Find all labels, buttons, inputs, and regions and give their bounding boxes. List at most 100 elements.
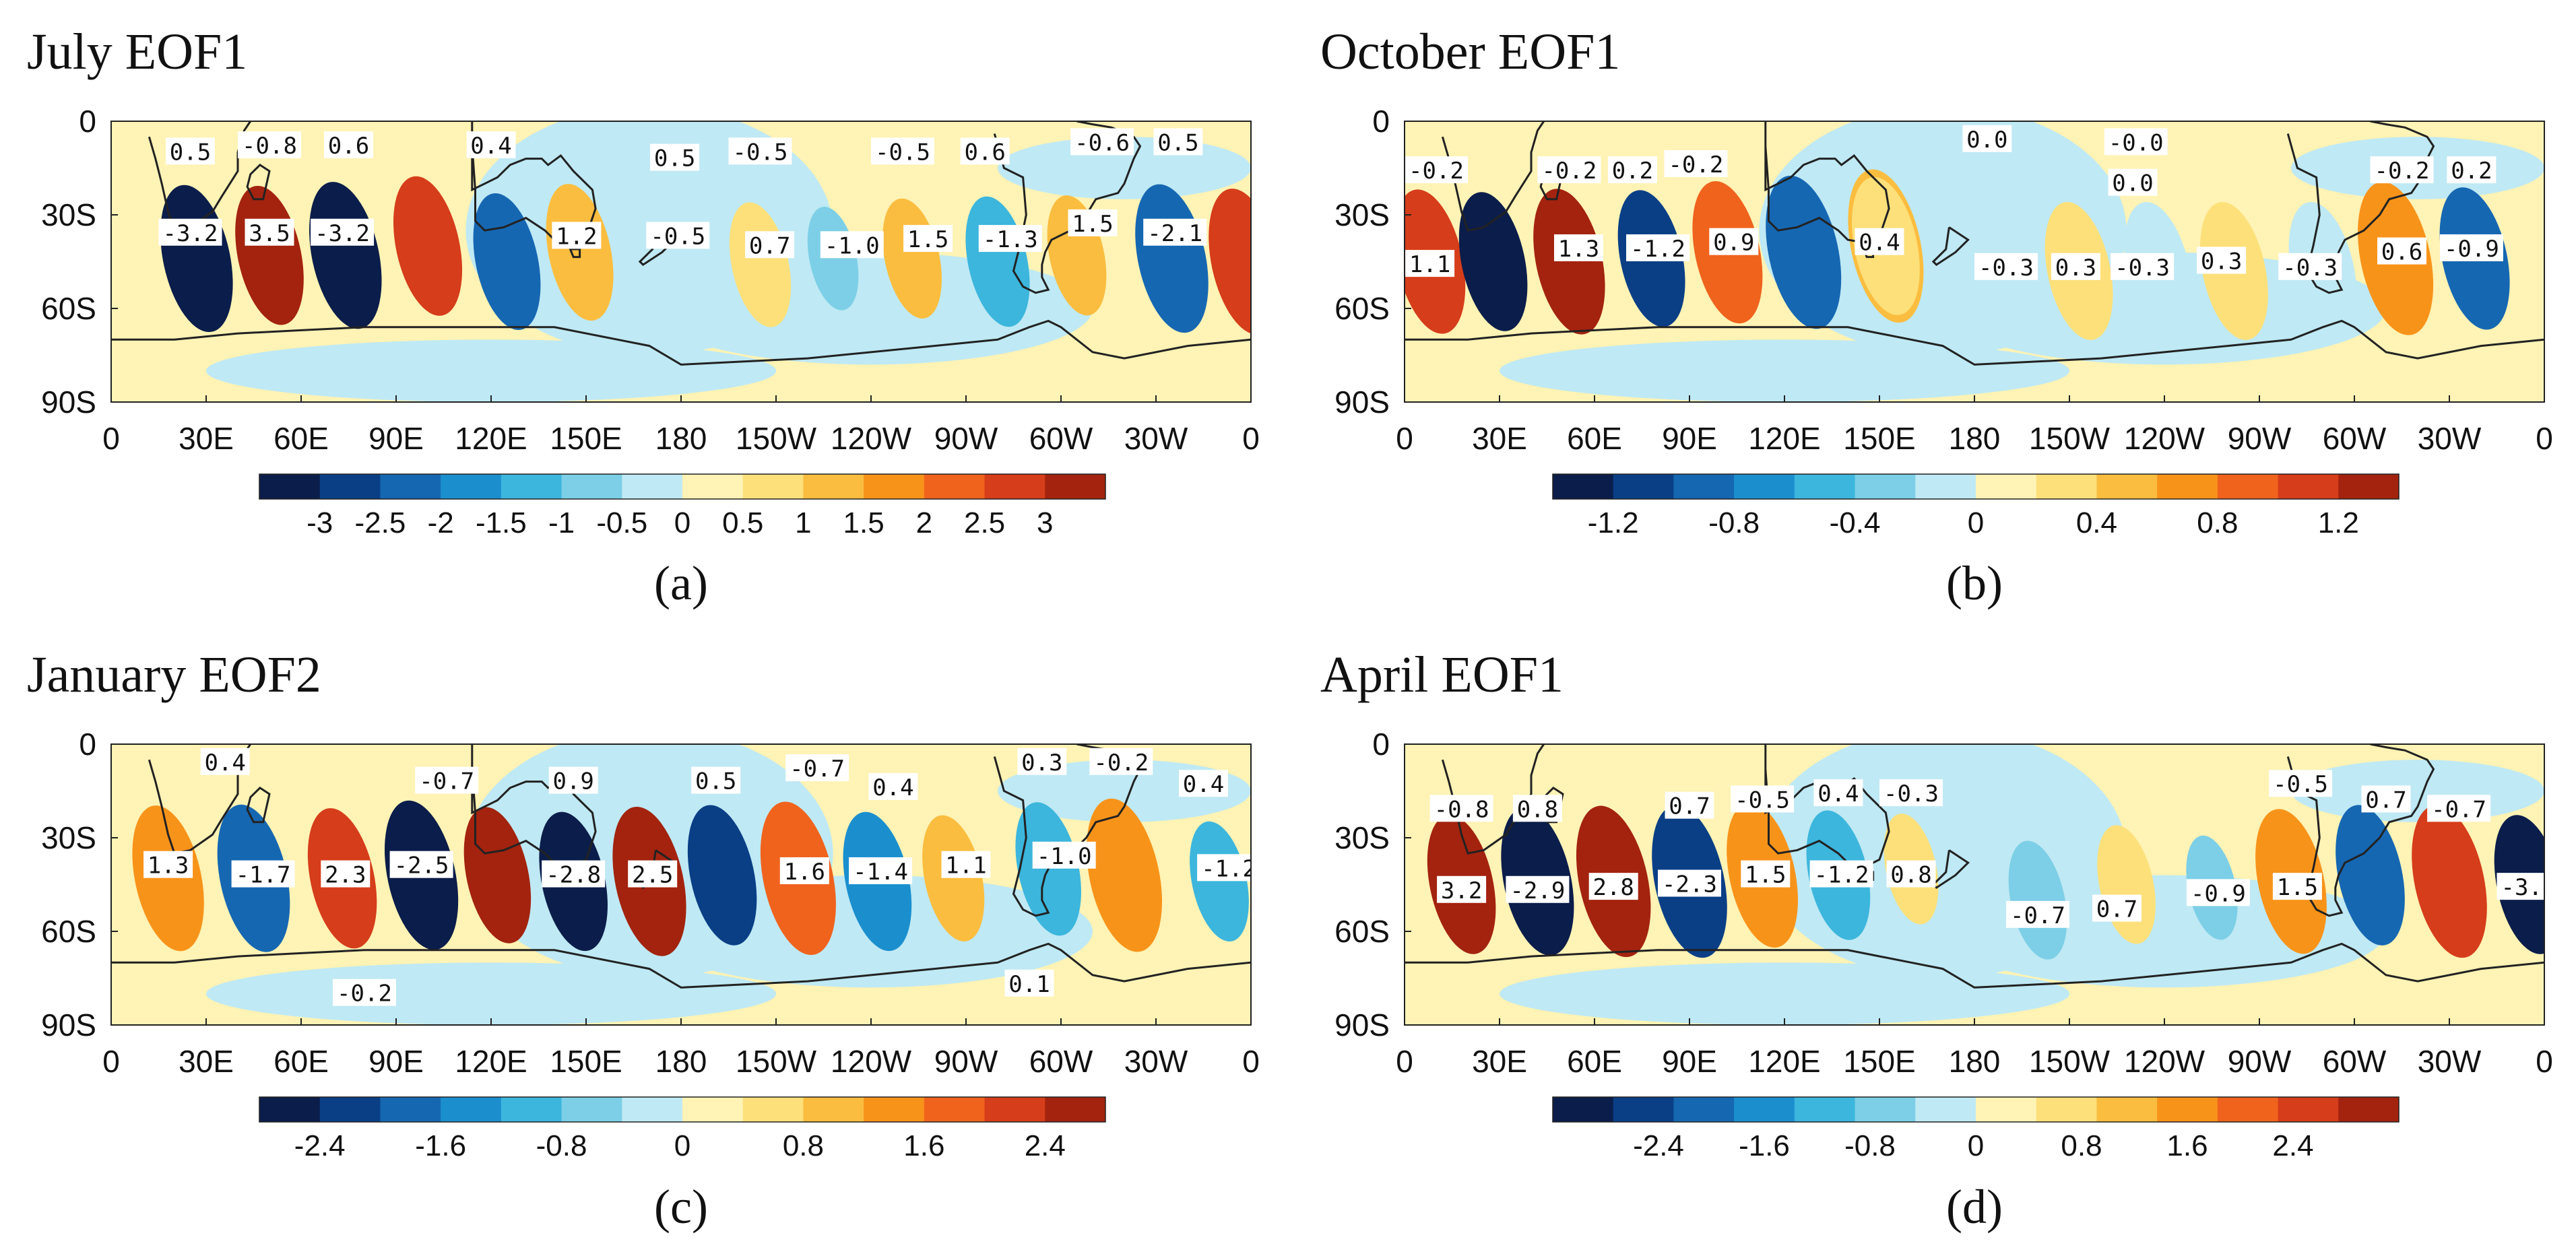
wave-cell bbox=[473, 193, 541, 330]
colorbar-tick-label: -0.8 bbox=[1844, 1129, 1896, 1162]
contour-label-text: 1.5 bbox=[907, 226, 948, 253]
contour-label-bg bbox=[2111, 253, 2175, 280]
contour-label: 0.3 bbox=[2051, 253, 2100, 281]
contour-label-text: 0.9 bbox=[1713, 230, 1754, 257]
contour-label-text: -0.5 bbox=[2273, 771, 2328, 798]
contour-label: 1.6 bbox=[779, 857, 829, 886]
contour-label-text: -3.2 bbox=[315, 220, 370, 247]
contour-label-text: -1.4 bbox=[853, 859, 908, 886]
y-tick-label: 60S bbox=[41, 291, 96, 326]
contour-label-text: 3.5 bbox=[249, 220, 290, 247]
contour-label: 0.9 bbox=[1709, 228, 1759, 257]
colorbar-swatch bbox=[1855, 1097, 1916, 1122]
contour-label-text: 0.6 bbox=[964, 139, 1005, 166]
contour-label-text: -0.2 bbox=[1668, 152, 1723, 178]
colorbar-swatch bbox=[1613, 1097, 1674, 1122]
x-tick-label: 120W bbox=[2124, 1044, 2205, 1079]
contour-label: 0.9 bbox=[548, 766, 598, 795]
wave-cell bbox=[1766, 175, 1842, 329]
contour-label-bg bbox=[2186, 879, 2250, 906]
panel-title: October EOF1 bbox=[1320, 24, 1620, 80]
contour-label-bg bbox=[245, 218, 294, 246]
contour-label-bg bbox=[1731, 785, 1795, 813]
contour-label: 0.0 bbox=[1962, 125, 2012, 154]
wave-cell bbox=[1533, 189, 1605, 335]
contour-label-text: -0.8 bbox=[1434, 796, 1489, 823]
contour-label-text: 0.5 bbox=[654, 145, 695, 172]
x-tick-label: 0 bbox=[1396, 421, 1413, 456]
map-area: -0.2 -0.2 0.2 -0.2 0.0 -0.0 0.0 -0.2 0.2 1.1 1.3 -1… bbox=[1405, 121, 2544, 402]
contour-label: 0.6 bbox=[324, 131, 373, 160]
wave-cell bbox=[1086, 798, 1163, 952]
contour-label-text: -0.5 bbox=[1735, 787, 1790, 814]
contour-label: -1.2 bbox=[1626, 234, 1689, 263]
weak-anomaly-region bbox=[1500, 962, 2069, 1025]
contour-label-bg bbox=[166, 137, 215, 165]
contour-label-bg bbox=[650, 143, 700, 171]
colorbar-tick-label: -2.4 bbox=[1633, 1129, 1684, 1162]
contour-label-text: -1.7 bbox=[236, 862, 291, 889]
contour-label-text: -0.3 bbox=[2115, 255, 2170, 281]
colorbar-swatch bbox=[259, 474, 321, 499]
contour-label-bg bbox=[552, 222, 602, 249]
weak-anomaly-region bbox=[1500, 339, 2069, 402]
colorbar-tick-label: 0.8 bbox=[783, 1129, 824, 1162]
contour-label-text: 0.3 bbox=[1021, 750, 1062, 776]
contour-label: 0.8 bbox=[1512, 795, 1562, 823]
contour-label: 0.5 bbox=[650, 143, 700, 172]
colorbar-tick-label: 1 bbox=[795, 506, 811, 539]
colorbar-tick-label: 3 bbox=[1037, 506, 1053, 539]
contour-label-text: -2.5 bbox=[394, 853, 449, 880]
contour-label: 0.4 bbox=[1813, 779, 1863, 807]
contour-label-bg bbox=[1089, 748, 1153, 775]
x-tick-label: 90W bbox=[934, 1044, 998, 1079]
contour-label-bg bbox=[2272, 873, 2322, 900]
contour-label-text: 1.5 bbox=[1072, 211, 1113, 238]
colorbar-swatch bbox=[561, 474, 622, 499]
contour-label-bg bbox=[1709, 228, 1759, 255]
contour-label: -2.9 bbox=[1506, 875, 1570, 904]
colorbar-swatch bbox=[319, 1097, 381, 1122]
contour-label: 0.3 bbox=[2197, 246, 2247, 275]
contour-label-bg bbox=[779, 857, 829, 884]
colorbar-swatch bbox=[1794, 1097, 1856, 1122]
contour-label-text: -0.8 bbox=[242, 133, 297, 160]
colorbar-swatch bbox=[1673, 474, 1735, 499]
contour-label-text: 1.3 bbox=[148, 853, 189, 880]
x-tick-label: 30W bbox=[1124, 1044, 1188, 1079]
contour-label-text: 1.1 bbox=[945, 853, 986, 880]
coastline-australia bbox=[471, 121, 597, 244]
contour-label-bg bbox=[2361, 785, 2411, 813]
colorbar-swatch bbox=[1045, 474, 1106, 499]
colorbar-swatch bbox=[1915, 1097, 1976, 1122]
colorbar-tick-label: -2.5 bbox=[355, 506, 406, 539]
colorbar-tick-label: 1.5 bbox=[843, 506, 884, 539]
contour-label: 0.7 bbox=[2361, 785, 2411, 814]
colorbar-swatch bbox=[924, 1097, 986, 1122]
contour-label-text: -0.7 bbox=[419, 768, 474, 795]
contour-label-bg bbox=[324, 131, 373, 159]
contour-label-text: -0.5 bbox=[875, 139, 930, 166]
colorbar-swatch bbox=[2157, 1097, 2218, 1122]
contour-label-bg bbox=[333, 979, 396, 1006]
coastlines bbox=[1405, 121, 2544, 366]
x-tick-label: 30W bbox=[2418, 1044, 2482, 1079]
y-tick-label: 90S bbox=[41, 1007, 96, 1042]
contour-label-bg bbox=[2427, 795, 2491, 822]
contour-label-text: -2.1 bbox=[1147, 220, 1202, 247]
x-tick-label: 150W bbox=[736, 1044, 817, 1079]
contour-label: 0.4 bbox=[1855, 228, 1904, 257]
contour-label-text: 0.4 bbox=[872, 774, 913, 801]
contour-label: -0.2 bbox=[1664, 150, 1728, 178]
contour-label-text: -1.2 bbox=[1814, 862, 1869, 889]
y-tick-label: 90S bbox=[1334, 385, 1390, 420]
wave-cell bbox=[2412, 805, 2487, 958]
x-tick-label: 60W bbox=[2323, 1044, 2387, 1079]
contour-label: -0.2 bbox=[1537, 156, 1601, 185]
contour-label-bg bbox=[1554, 234, 1603, 261]
contour-label-bg bbox=[1962, 125, 2012, 152]
contour-label-bg bbox=[1153, 128, 1203, 156]
contour-label: -1.0 bbox=[820, 231, 884, 259]
contour-label-text: 0.2 bbox=[1612, 158, 1653, 185]
